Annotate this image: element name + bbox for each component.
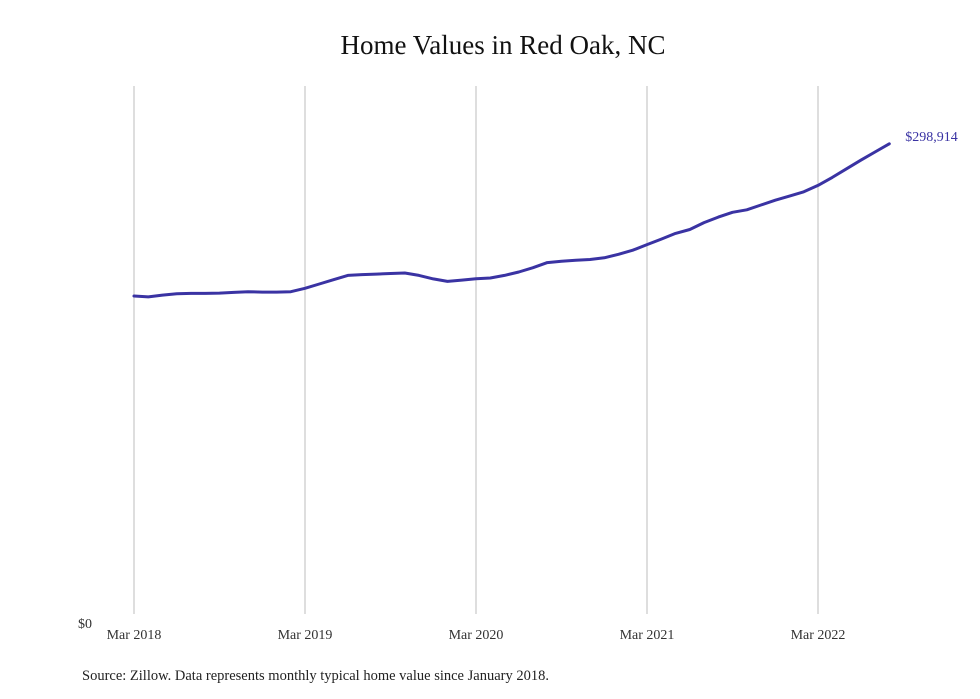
x-tick-label: Mar 2019 xyxy=(278,628,333,643)
chart-title: Home Values in Red Oak, NC xyxy=(340,30,666,60)
x-tick-label: Mar 2020 xyxy=(449,628,504,643)
x-tick-label: Mar 2022 xyxy=(791,628,846,643)
end-value-label: $298,914 xyxy=(905,130,958,145)
series-line xyxy=(132,142,891,299)
source-note: Source: Zillow. Data represents monthly … xyxy=(82,668,549,684)
x-tick-label: Mar 2021 xyxy=(620,628,675,643)
x-tick-label: Mar 2018 xyxy=(107,628,162,643)
y-tick-label: $0 xyxy=(78,617,92,632)
line-chart: Mar 2018 Mar 2019 Mar 2020 Mar 2021 Mar 2022… xyxy=(78,86,958,643)
